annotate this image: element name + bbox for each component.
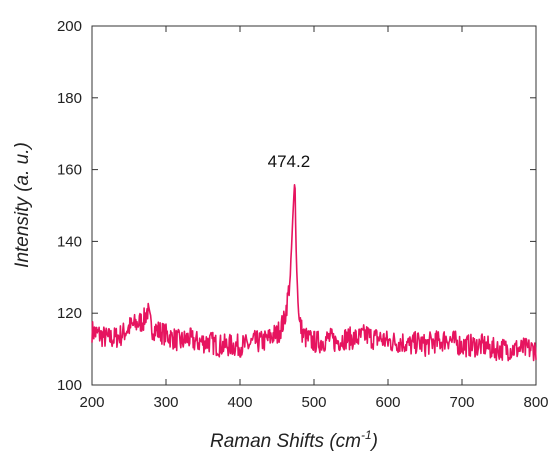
x-axis-title-sup: -1 — [361, 428, 372, 442]
y-axis-title: Intensity (a. u.) — [12, 142, 33, 268]
x-tick-label-700: 700 — [449, 394, 474, 411]
x-tick-label-300: 300 — [153, 394, 178, 411]
axis-ticks — [91, 25, 537, 386]
x-axis-title-close: ) — [370, 431, 378, 452]
x-tick-label-500: 500 — [301, 394, 326, 411]
y-tick-label-200: 200 — [57, 18, 82, 35]
y-tick-label-140: 140 — [57, 233, 82, 250]
spectrum-line — [91, 184, 537, 362]
y-tick-label-180: 180 — [57, 90, 82, 107]
x-tick-label-400: 400 — [227, 394, 252, 411]
y-tick-label-160: 160 — [57, 162, 82, 179]
x-axis-title: Raman Shifts (cm-1) — [210, 428, 378, 452]
peak-annotation: 474.2 — [268, 152, 311, 171]
x-tick-label-200: 200 — [79, 394, 104, 411]
x-tick-label-600: 600 — [375, 394, 400, 411]
x-tick-label-800: 800 — [523, 394, 548, 411]
y-tick-label-120: 120 — [57, 305, 82, 322]
y-tick-label-100: 100 — [57, 377, 82, 394]
x-axis-title-main: Raman Shifts (cm — [210, 431, 361, 452]
tick-labels: 200 300 400 500 600 700 800 100 120 140 160 180 200 — [57, 18, 549, 411]
